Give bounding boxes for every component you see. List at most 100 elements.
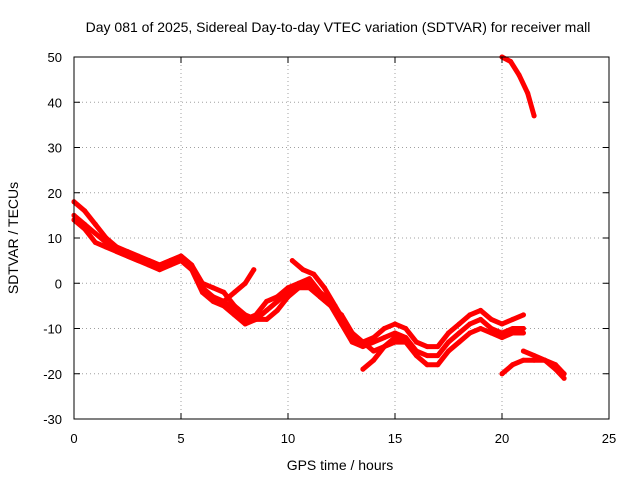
data-point xyxy=(360,339,366,345)
data-point xyxy=(392,335,398,341)
data-point xyxy=(499,335,505,341)
chart-title: Day 081 of 2025, Sidereal Day-to-day VTE… xyxy=(86,19,591,35)
data-point xyxy=(435,344,441,350)
data-point xyxy=(510,316,516,322)
series-line-track-5 xyxy=(221,267,257,304)
data-point xyxy=(424,362,430,368)
data-point xyxy=(232,289,237,295)
data-point xyxy=(221,298,227,304)
data-point xyxy=(371,348,377,354)
data-point xyxy=(510,362,516,368)
data-point xyxy=(488,330,494,336)
data-point xyxy=(525,90,531,96)
data-point xyxy=(135,258,141,264)
data-point xyxy=(499,330,505,336)
data-point xyxy=(178,253,184,259)
data-point xyxy=(135,253,141,259)
data-point xyxy=(82,226,88,232)
data-point xyxy=(467,321,473,327)
y-tick-label: 0 xyxy=(55,276,62,291)
data-point xyxy=(157,267,163,273)
data-point xyxy=(413,339,419,345)
data-point xyxy=(332,303,338,309)
data-point xyxy=(199,289,205,295)
data-point xyxy=(349,339,355,345)
data-point xyxy=(499,321,505,327)
x-tick-label: 0 xyxy=(70,431,77,446)
y-axis-label: SDTVAR / TECUs xyxy=(5,182,21,294)
data-point xyxy=(371,357,377,363)
data-point xyxy=(508,59,514,64)
data-point xyxy=(516,72,522,78)
data-point xyxy=(467,330,473,336)
data-point xyxy=(82,208,88,214)
series-line-track-3 xyxy=(71,217,526,368)
data-point xyxy=(306,285,312,291)
data-point xyxy=(392,321,398,327)
data-point xyxy=(92,221,98,227)
data-point xyxy=(456,330,462,336)
data-point xyxy=(306,276,312,282)
data-point xyxy=(381,326,387,331)
data-point xyxy=(264,307,270,313)
data-point xyxy=(488,326,494,331)
data-point xyxy=(242,280,248,286)
data-point xyxy=(103,244,109,250)
y-tick-label: 10 xyxy=(48,231,62,246)
data-point xyxy=(232,303,237,309)
data-point xyxy=(349,330,355,336)
tick-labels: 0 5 10 15 20 25 -30 -20 -10 0 10 20 30 40 50 xyxy=(43,50,616,446)
x-axis-label: GPS time / hours xyxy=(287,457,394,473)
data-point xyxy=(210,298,216,304)
x-tick-label: 25 xyxy=(602,431,616,446)
y-tick-label: 40 xyxy=(48,95,62,110)
data-point xyxy=(381,335,387,341)
data-point xyxy=(499,371,505,377)
data-point xyxy=(435,362,441,368)
data-point xyxy=(296,280,302,286)
data-point xyxy=(531,357,537,363)
data-point xyxy=(553,366,558,372)
data-point xyxy=(478,316,484,322)
data-point xyxy=(274,298,280,304)
data-point xyxy=(264,298,270,304)
data-point xyxy=(392,330,398,336)
data-point xyxy=(242,321,248,327)
data-point xyxy=(510,330,516,336)
data-point xyxy=(520,326,526,331)
data-point xyxy=(456,321,462,327)
series-line-track-9 xyxy=(499,54,537,119)
data-point xyxy=(435,353,441,359)
data-point xyxy=(446,339,451,345)
series-line-track-1 xyxy=(71,199,526,350)
data-point xyxy=(403,335,409,341)
data-point xyxy=(446,330,451,336)
data-point xyxy=(253,316,259,322)
data-point xyxy=(467,312,473,318)
data-point xyxy=(413,353,419,359)
data-point xyxy=(92,231,98,236)
data-point xyxy=(114,249,120,255)
data-point xyxy=(300,267,306,273)
data-point xyxy=(221,303,227,309)
y-tick-label: 20 xyxy=(48,186,62,201)
data-point xyxy=(371,335,377,341)
data-point xyxy=(221,289,227,295)
data-point xyxy=(189,262,195,268)
data-point xyxy=(285,285,291,291)
data-point xyxy=(274,307,280,313)
data-point xyxy=(381,344,387,350)
data-point xyxy=(403,326,409,331)
data-series xyxy=(71,54,567,381)
data-point xyxy=(306,280,312,286)
data-point xyxy=(321,285,327,291)
data-point xyxy=(424,344,430,350)
data-point xyxy=(371,339,377,345)
data-point xyxy=(242,312,248,318)
data-point xyxy=(478,307,484,313)
data-point xyxy=(157,262,163,268)
data-point xyxy=(531,353,537,359)
data-point xyxy=(478,326,484,331)
data-point xyxy=(296,285,302,291)
